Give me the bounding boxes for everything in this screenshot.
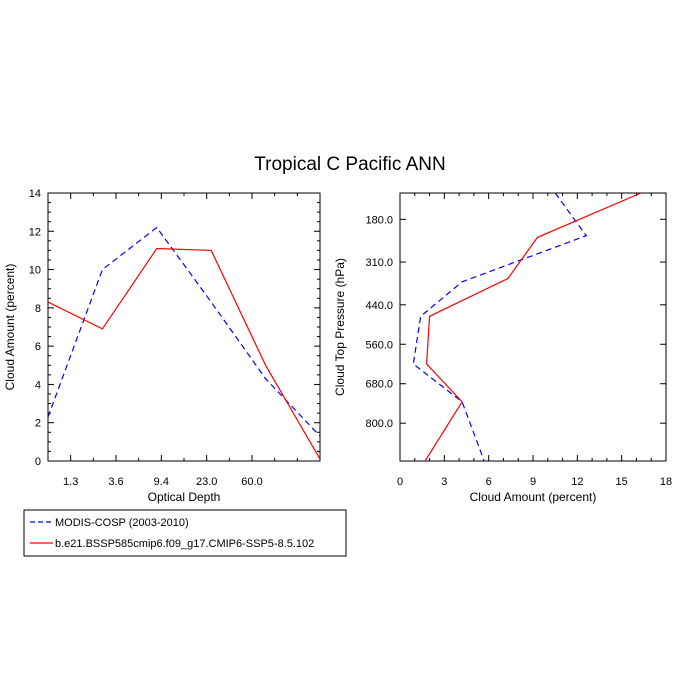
- left-series-model-line: [48, 247, 320, 460]
- left-panel-optical-depth: 1.3 3.6 9.4 23.0 60.0 0 2 4 6 8 10 12 14 Optical Dept…: [3, 188, 321, 504]
- right-y-axis-label: Cloud Top Pressure (hPa): [333, 258, 347, 396]
- right-series-obs-line: [412, 193, 588, 461]
- right-x-tick-label: 15: [616, 476, 628, 488]
- right-x-tick-label: 6: [486, 476, 492, 488]
- left-x-axis-label: Optical Depth: [148, 490, 221, 504]
- left-x-tick-label: 9.4: [154, 476, 169, 488]
- left-plot-frame: [47, 192, 321, 462]
- legend-label-obs: MODIS-COSP (2003-2010): [55, 517, 189, 529]
- right-x-tick-label: 9: [530, 476, 536, 488]
- left-series-obs-line: [48, 226, 320, 437]
- left-y-tick-label: 2: [35, 418, 41, 430]
- right-x-tick-label: 0: [397, 476, 403, 488]
- legend-label-model: b.e21.BSSP585cmip6.f09_g17.CMIP6-SSP5-8.…: [55, 538, 314, 550]
- right-y-tick-label: 310.0: [365, 257, 393, 269]
- right-y-tick-label: 180.0: [365, 214, 393, 226]
- right-y-tick-label: 800.0: [365, 418, 393, 430]
- left-y-axis-label: Cloud Amount (percent): [3, 264, 17, 391]
- left-x-tick-label: 60.0: [241, 476, 262, 488]
- right-y-tick-label: 560.0: [365, 339, 393, 351]
- right-y-tick-label: 440.0: [365, 300, 393, 312]
- left-y-tick-label: 0: [35, 456, 41, 468]
- left-y-tick-label: 4: [35, 379, 41, 391]
- left-y-tick-label: 10: [29, 265, 41, 277]
- left-y-tick-label: 8: [35, 303, 41, 315]
- left-x-tick-label: 1.3: [63, 476, 78, 488]
- right-x-tick-label: 3: [441, 476, 447, 488]
- legend: MODIS-COSP (2003-2010) b.e21.BSSP585cmip…: [23, 509, 347, 557]
- right-panel-cloud-top-pressure: 0 3 6 9 12 15 18 180.0 310.0 440.0 560.0 680.0 800.0…: [333, 192, 672, 504]
- right-x-axis-label: Cloud Amount (percent): [470, 490, 597, 504]
- legend-box: [23, 509, 347, 557]
- right-plot-frame: [399, 192, 667, 462]
- left-x-tick-label: 3.6: [108, 476, 123, 488]
- left-y-tick-label: 12: [29, 226, 41, 238]
- right-y-tick-label: 680.0: [365, 379, 393, 391]
- right-x-tick-label: 12: [571, 476, 583, 488]
- left-y-tick-label: 14: [29, 188, 41, 200]
- right-series-model-line: [424, 193, 642, 461]
- left-y-tick-label: 6: [35, 341, 41, 353]
- left-x-tick-label: 23.0: [196, 476, 217, 488]
- chart-title: Tropical C Pacific ANN: [254, 154, 445, 175]
- right-x-tick-label: 18: [660, 476, 672, 488]
